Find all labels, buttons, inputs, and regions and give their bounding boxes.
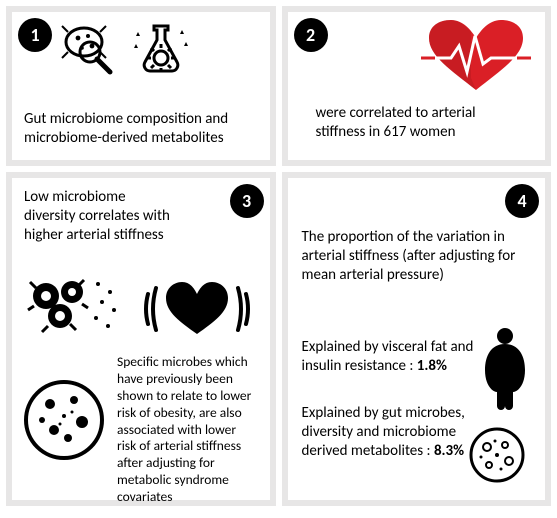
badge-3-num: 3 (242, 190, 251, 212)
panel-3: 3 Low microbiome diversity correlates wi… (6, 172, 276, 506)
badge-1-num: 1 (30, 24, 39, 46)
badge-2: 2 (294, 18, 328, 52)
panel-4-mid: Explained by visceral fat and insulin re… (302, 338, 476, 376)
panel-2-text: were correlated to arterial stiffness in… (316, 104, 528, 142)
badge-2-num: 2 (306, 24, 315, 46)
badge-4: 4 (505, 184, 539, 218)
panel-4-bot: Explained by gut microbes, diversity and… (302, 404, 476, 462)
heart-pulse-icon (142, 274, 252, 349)
panel-4-mid-value: 1.8% (417, 357, 447, 375)
panel-1-text: Gut microbiome composition and microbiom… (24, 110, 258, 148)
panel-1: 1 (6, 6, 276, 166)
badge-4-num: 4 (517, 190, 526, 212)
panel-3-title: Low microbiome diversity correlates with… (24, 188, 174, 246)
panel-4: 4 The proportion of the variation in art… (282, 172, 552, 506)
obese-person-icon (481, 326, 529, 415)
panel-4-top: The proportion of the variation in arter… (302, 228, 532, 286)
microbe-cluster-icon (24, 274, 124, 349)
panel-3-text2: Specific microbes which have previously … (117, 354, 258, 506)
panel-2: 2 were correlated to arterial stiffness … (282, 6, 552, 166)
panel-4-mid-prefix: Explained by visceral fat and insulin re… (302, 338, 474, 375)
badge-1: 1 (18, 18, 52, 52)
heart-ecg-icon (421, 18, 531, 99)
petri-dish-icon (22, 378, 106, 467)
panel-4-bot-value: 8.3% (434, 442, 464, 460)
microbe-magnifier-icon (60, 22, 124, 78)
panel-1-icons (60, 20, 192, 80)
badge-3: 3 (230, 184, 264, 218)
flask-gear-icon (130, 20, 192, 80)
petri-dish-small-icon (467, 425, 527, 490)
